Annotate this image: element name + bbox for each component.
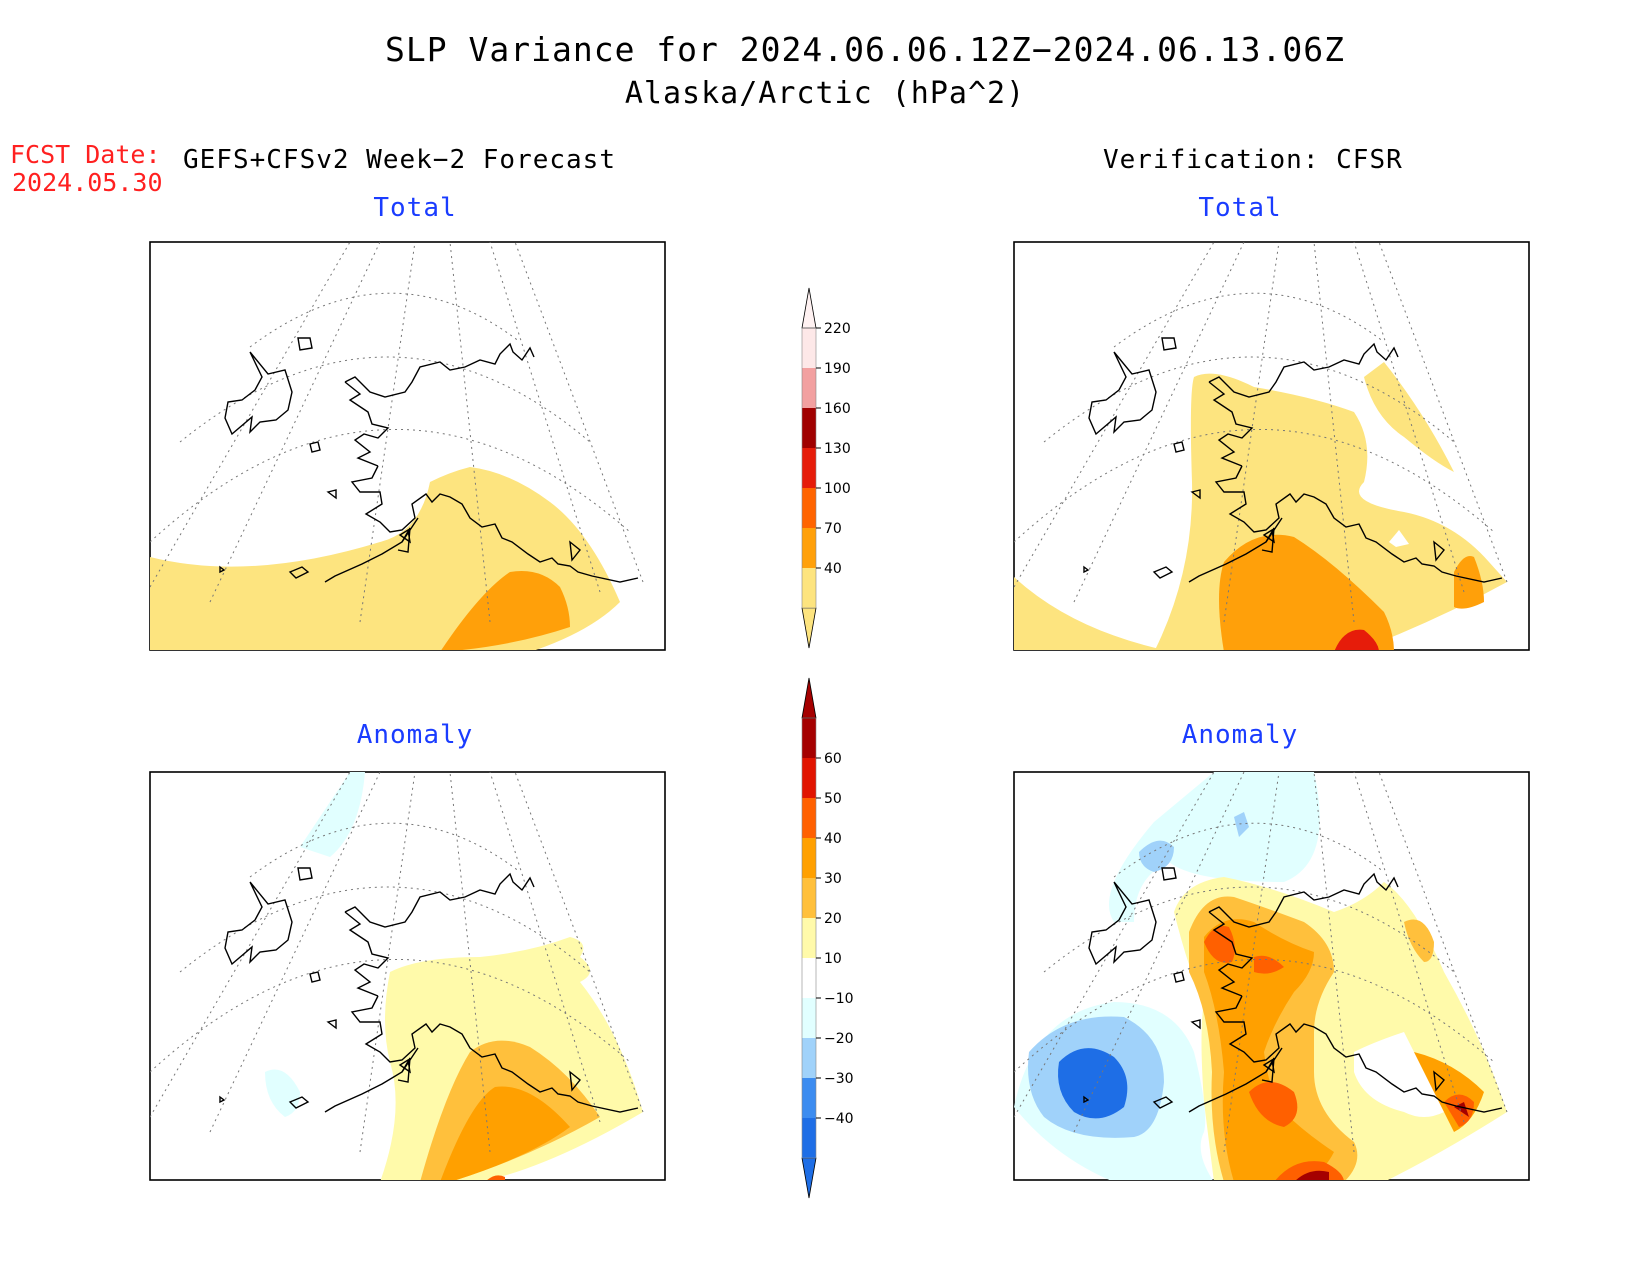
- colorbar-tick-label: 190: [824, 361, 851, 377]
- chart-title: SLP Variance for 2024.06.06.12Z−2024.06.…: [385, 30, 1345, 69]
- colorbar-segment: [802, 368, 816, 408]
- colorbar-tick-label: 40: [824, 831, 842, 847]
- colorbar-segment: [802, 528, 816, 568]
- colorbar-segment: [802, 918, 816, 958]
- colorbar-segment: [802, 1078, 816, 1118]
- colorbar-arrow-bottom: [801, 1157, 817, 1199]
- colorbar-outline: [801, 327, 817, 609]
- colorbar-segment: [802, 878, 816, 918]
- forecast-header: GEFS+CFSv2 Week−2 Forecast: [183, 145, 616, 175]
- colorbar-arrow-top: [801, 287, 817, 329]
- colorbar-tick-label: −10: [824, 991, 854, 1007]
- colorbar-tick-label: 10: [824, 951, 842, 967]
- colorbar-segment: [802, 958, 816, 998]
- colorbar-tick-label: 60: [824, 751, 842, 767]
- colorbar-tick-label: 30: [824, 871, 842, 887]
- colorbar-segment: [802, 568, 816, 608]
- colorbar-outline: [801, 717, 817, 1159]
- colorbar-segment: [802, 998, 816, 1038]
- panel-title-verification-anomaly: Anomaly: [1181, 720, 1299, 750]
- colorbar-segment: [802, 1038, 816, 1078]
- colorbar-tick-label: 20: [824, 911, 842, 927]
- fcst-date-value: 2024.05.30: [12, 168, 163, 197]
- chart-subtitle: Alaska/Arctic (hPa^2): [624, 76, 1026, 111]
- colorbar-tick-label: −40: [824, 1111, 854, 1127]
- colorbar-segment: [802, 718, 816, 758]
- colorbar-tick-label: 70: [824, 521, 842, 537]
- map-forecast-anomaly: [150, 772, 644, 1180]
- colorbar-tick-label: 100: [824, 481, 851, 497]
- colorbar-segment: [802, 448, 816, 488]
- colorbar-tick-label: 130: [824, 441, 851, 457]
- map-verification-total: [1014, 242, 1508, 650]
- colorbar-segment: [802, 1118, 816, 1158]
- colorbar-segment: [802, 328, 816, 368]
- map-verification-anomaly: [1014, 772, 1508, 1180]
- colorbar-segment: [802, 488, 816, 528]
- colorbar-segment: [802, 798, 816, 838]
- colorbar-segment: [802, 758, 816, 798]
- colorbar-tick-label: 40: [824, 561, 842, 577]
- colorbar-total: 40 70 100 130 160 190 220: [801, 287, 851, 649]
- fcst-date-label: FCST Date:: [10, 140, 161, 169]
- colorbar-tick-label: 160: [824, 401, 851, 417]
- panel-title-forecast-total: Total: [373, 193, 457, 223]
- colorbar-tick-label: −30: [824, 1071, 854, 1087]
- colorbar-anomaly: −40 −30 −20 −10 10 20 30 40 50 60: [801, 677, 854, 1199]
- colorbar-arrow-bottom: [801, 607, 817, 649]
- colorbar-tick-label: 50: [824, 791, 842, 807]
- colorbar-tick-label: −20: [824, 1031, 854, 1047]
- verification-header: Verification: CFSR: [1103, 145, 1403, 175]
- colorbar-segment: [802, 838, 816, 878]
- colorbar-arrow-top: [801, 677, 817, 719]
- colorbar-tick-label: 220: [824, 321, 851, 337]
- panel-title-forecast-anomaly: Anomaly: [356, 720, 474, 750]
- colorbar-segment: [802, 408, 816, 448]
- map-forecast-total: [150, 242, 644, 650]
- panel-title-verification-total: Total: [1198, 193, 1282, 223]
